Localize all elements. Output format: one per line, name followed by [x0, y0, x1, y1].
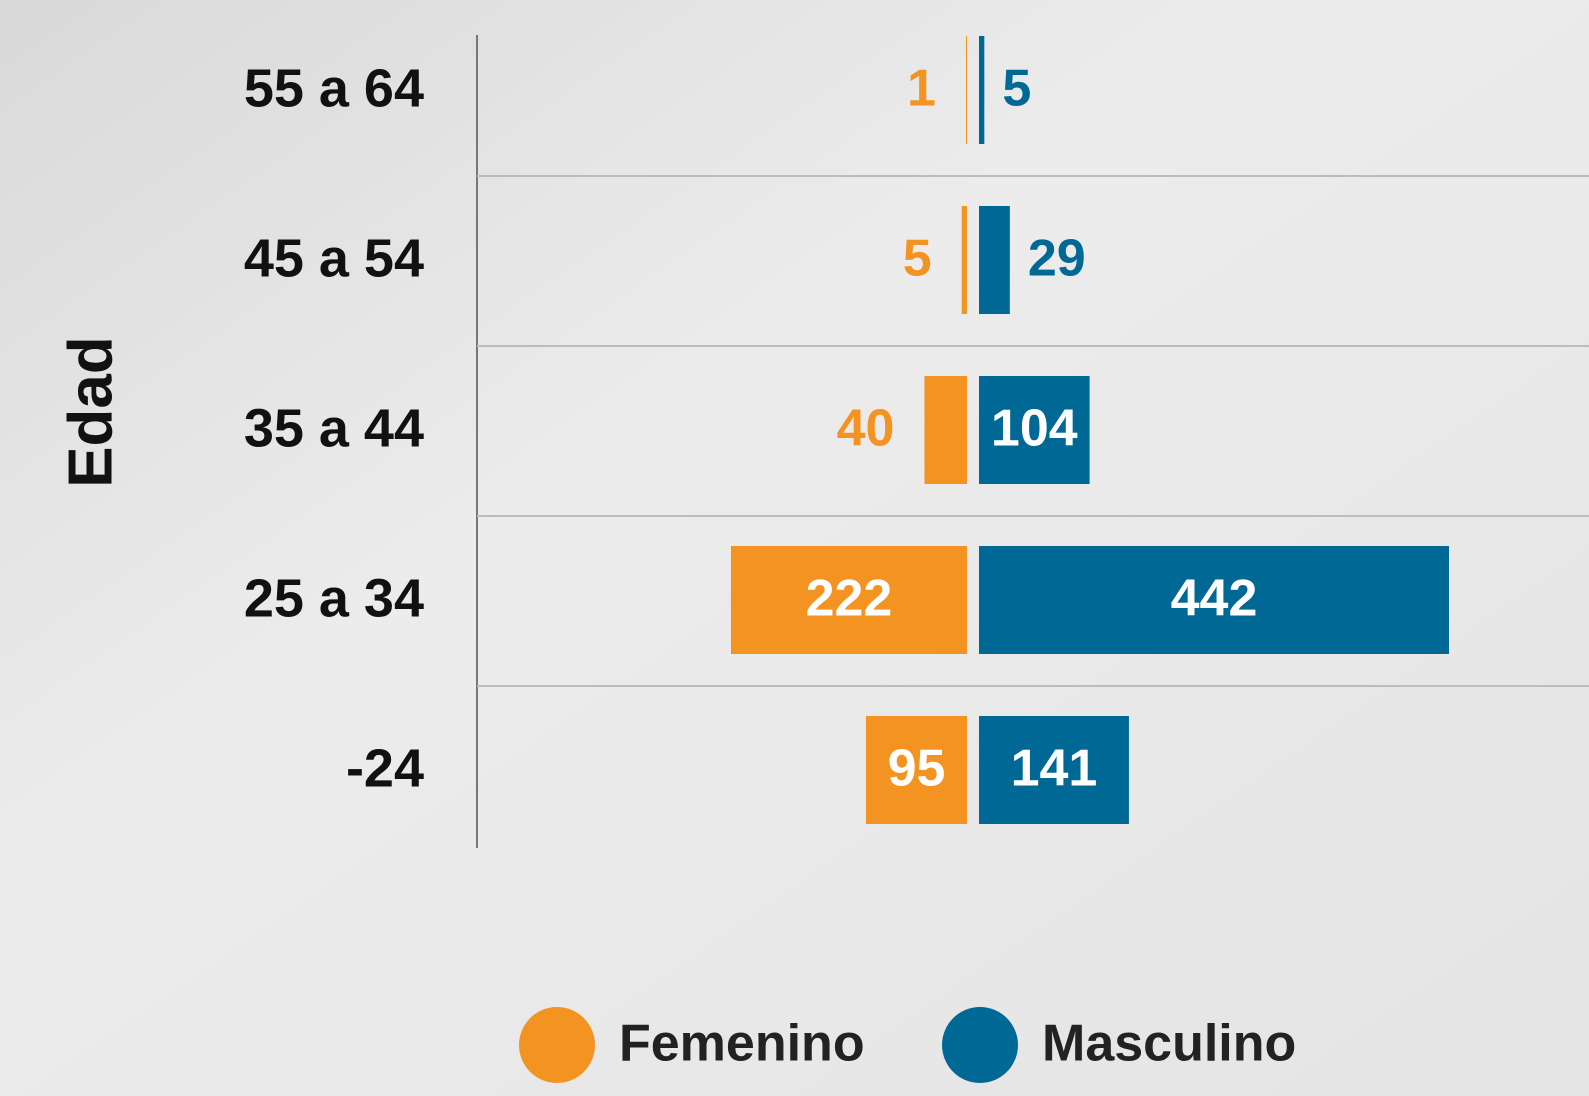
y-tick-label: 35 a 44 [244, 398, 424, 458]
value-label: 5 [903, 230, 932, 288]
bar [979, 206, 1010, 314]
legend-label: Masculino [1042, 1015, 1296, 1073]
y-tick-label: -24 [346, 738, 424, 798]
bar [962, 206, 967, 314]
y-tick-label: 45 a 54 [244, 228, 424, 288]
page: {"chart_data": {"type": "pyramid", "y_la… [0, 0, 1589, 1096]
bar [924, 376, 967, 484]
y-axis-label: Edad [56, 336, 125, 488]
value-label: 141 [1011, 740, 1098, 798]
value-label: 95 [888, 740, 946, 798]
y-tick-label: 25 a 34 [244, 568, 424, 628]
value-label: 29 [1028, 230, 1086, 288]
bar [966, 36, 967, 144]
value-label: 40 [837, 400, 895, 458]
value-label: 222 [806, 570, 893, 628]
y-tick-label: 55 a 64 [244, 58, 424, 118]
value-label: 104 [991, 400, 1078, 458]
value-label: 442 [1171, 570, 1258, 628]
value-label: 5 [1002, 60, 1031, 118]
legend-swatch [519, 1007, 595, 1083]
chart: Edad 55 a 64 1 5 45 a 54 5 29 35 a 44 40 104 25 a… [0, 0, 1589, 1096]
value-label: 1 [907, 60, 936, 118]
legend-swatch [942, 1007, 1018, 1083]
bar [979, 36, 984, 144]
legend-label: Femenino [619, 1015, 865, 1073]
